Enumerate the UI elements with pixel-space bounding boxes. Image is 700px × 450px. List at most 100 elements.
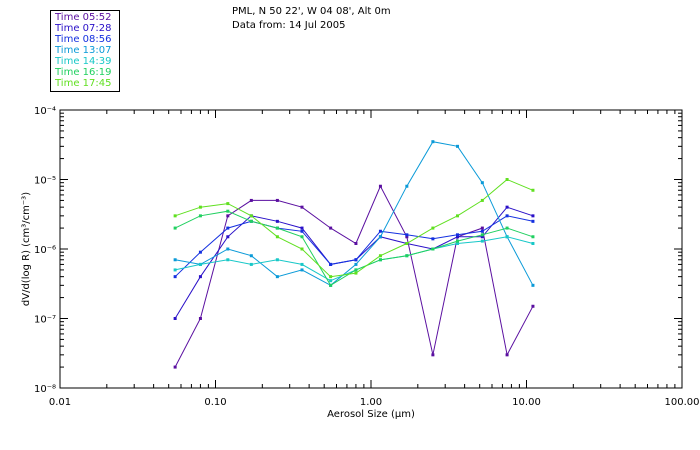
data-point — [431, 237, 435, 241]
series-time-05-52 — [173, 184, 535, 369]
data-point — [505, 178, 509, 181]
data-point — [480, 235, 484, 239]
data-point — [531, 241, 535, 245]
data-point — [300, 262, 304, 266]
series-line — [174, 215, 534, 278]
data-point — [226, 214, 230, 218]
x-axis-label: Aerosol Size (μm) — [327, 409, 415, 420]
x-tick-label: 100.00 — [665, 397, 700, 408]
data-point — [300, 268, 304, 272]
data-point — [505, 214, 509, 218]
y-axis-label: dV/d(log R) (cm³/cm⁻³) — [21, 192, 32, 306]
data-point — [354, 271, 358, 275]
legend-item: Time 16:19 — [55, 67, 112, 78]
data-point — [173, 226, 177, 230]
data-point — [480, 239, 484, 243]
data-point — [173, 214, 177, 218]
data-point — [354, 241, 358, 245]
legend-item: Time 08:56 — [55, 34, 112, 45]
data-point — [249, 214, 253, 218]
data-point — [531, 235, 535, 239]
legend-item: Time 14:39 — [55, 56, 112, 67]
data-point — [531, 219, 535, 223]
data-point — [275, 258, 279, 262]
series-time-08-56 — [173, 214, 535, 279]
data-point — [480, 233, 484, 237]
y-tick-label: 10⁻⁴ — [34, 106, 56, 117]
data-point — [300, 235, 304, 239]
x-tick-label: 0.10 — [204, 397, 226, 408]
plot-frame — [59, 109, 683, 389]
y-tick-label: 10⁻⁶ — [34, 245, 56, 256]
data-point — [275, 275, 279, 279]
data-point — [531, 283, 535, 287]
data-point — [378, 229, 382, 233]
data-point — [531, 214, 535, 218]
data-point — [354, 258, 358, 262]
x-tick-label: 10.00 — [512, 397, 541, 408]
data-point — [226, 209, 230, 213]
data-point — [505, 235, 509, 239]
axis-layer: 0.01 0.10 1.00 10.00 100.00 10⁻⁸ 10⁻⁷ 10⁻⁶ 10⁻⁵ 1… — [21, 106, 700, 420]
data-point — [505, 226, 509, 230]
data-point — [198, 275, 202, 279]
data-point — [226, 247, 230, 251]
data-point — [198, 250, 202, 254]
data-point — [378, 254, 382, 258]
data-point — [249, 198, 253, 202]
data-point — [431, 247, 435, 251]
data-point — [480, 198, 484, 202]
series-time-13-07 — [173, 140, 535, 287]
data-point — [198, 317, 202, 320]
y-tick-label: 10⁻⁵ — [34, 176, 56, 187]
data-point — [456, 235, 460, 239]
data-point — [456, 241, 460, 245]
data-point — [354, 262, 358, 266]
data-point — [249, 262, 253, 266]
legend-item: Time 13:07 — [55, 45, 112, 56]
x-tick-label: 1.00 — [360, 397, 382, 408]
data-point — [505, 205, 509, 209]
series-time-17-45 — [173, 178, 535, 279]
data-point — [300, 247, 304, 251]
data-point — [329, 283, 333, 287]
data-point — [173, 275, 177, 279]
data-point — [275, 198, 279, 202]
data-point — [456, 233, 460, 237]
data-point — [249, 254, 253, 258]
data-point — [405, 233, 409, 237]
data-point — [173, 258, 177, 262]
x-tick-label: 0.01 — [49, 397, 71, 408]
data-point — [405, 235, 409, 239]
station-title: PML, N 50 22', W 04 08', Alt 0m — [232, 6, 391, 17]
data-point — [329, 275, 333, 279]
data-point — [405, 254, 409, 258]
data-point — [378, 184, 382, 188]
data-point — [431, 140, 435, 144]
data-point — [431, 226, 435, 230]
data-point — [249, 219, 253, 223]
data-point — [226, 235, 230, 239]
y-tick-label: 10⁻⁸ — [34, 384, 56, 395]
data-point — [300, 226, 304, 230]
series-line — [175, 141, 534, 286]
legend-item: Time 17:45 — [55, 78, 112, 89]
data-point — [198, 262, 202, 266]
data-point — [173, 317, 177, 320]
data-point — [354, 268, 358, 272]
data-point — [456, 214, 460, 218]
data-point — [531, 304, 535, 308]
data-point — [275, 219, 279, 223]
data-point — [226, 226, 230, 230]
series-time-07-28 — [173, 205, 535, 320]
data-point — [531, 188, 535, 192]
data-point — [226, 202, 230, 206]
series-line — [174, 185, 534, 368]
data-point — [300, 229, 304, 233]
data-point — [329, 226, 333, 230]
series-layer — [173, 140, 535, 369]
data-point — [378, 258, 382, 262]
data-point — [378, 235, 382, 239]
data-point — [173, 268, 177, 272]
